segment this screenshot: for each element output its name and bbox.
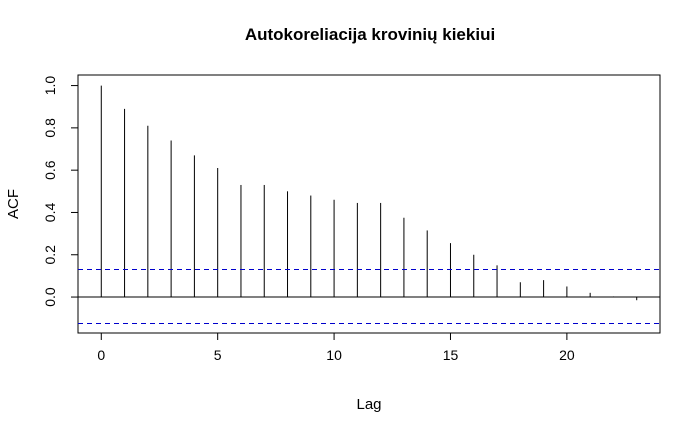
y-tick-label: 0.0 [42,287,58,307]
x-tick-label: 0 [97,347,105,363]
x-tick-label: 5 [214,347,222,363]
y-tick-label: 1.0 [42,76,58,96]
x-axis: 0 5 10 15 20 [97,332,575,363]
x-tick-label: 10 [326,347,342,363]
y-axis: 0.0 0.2 0.4 0.6 0.8 1.0 [42,76,79,307]
y-tick-label: 0.6 [42,160,58,180]
acf-bars [100,85,638,301]
y-tick-label: 0.4 [42,203,58,223]
plot-frame [77,74,661,334]
x-tick-label: 15 [443,347,459,363]
y-axis-label: ACF [5,189,22,219]
x-axis-label: Lag [356,396,381,413]
y-tick-label: 0.8 [42,118,58,138]
x-tick-label: 20 [559,347,575,363]
y-tick-label: 0.2 [42,245,58,265]
chart-title: Autokoreliacija krovinių kiekiui [245,25,495,44]
